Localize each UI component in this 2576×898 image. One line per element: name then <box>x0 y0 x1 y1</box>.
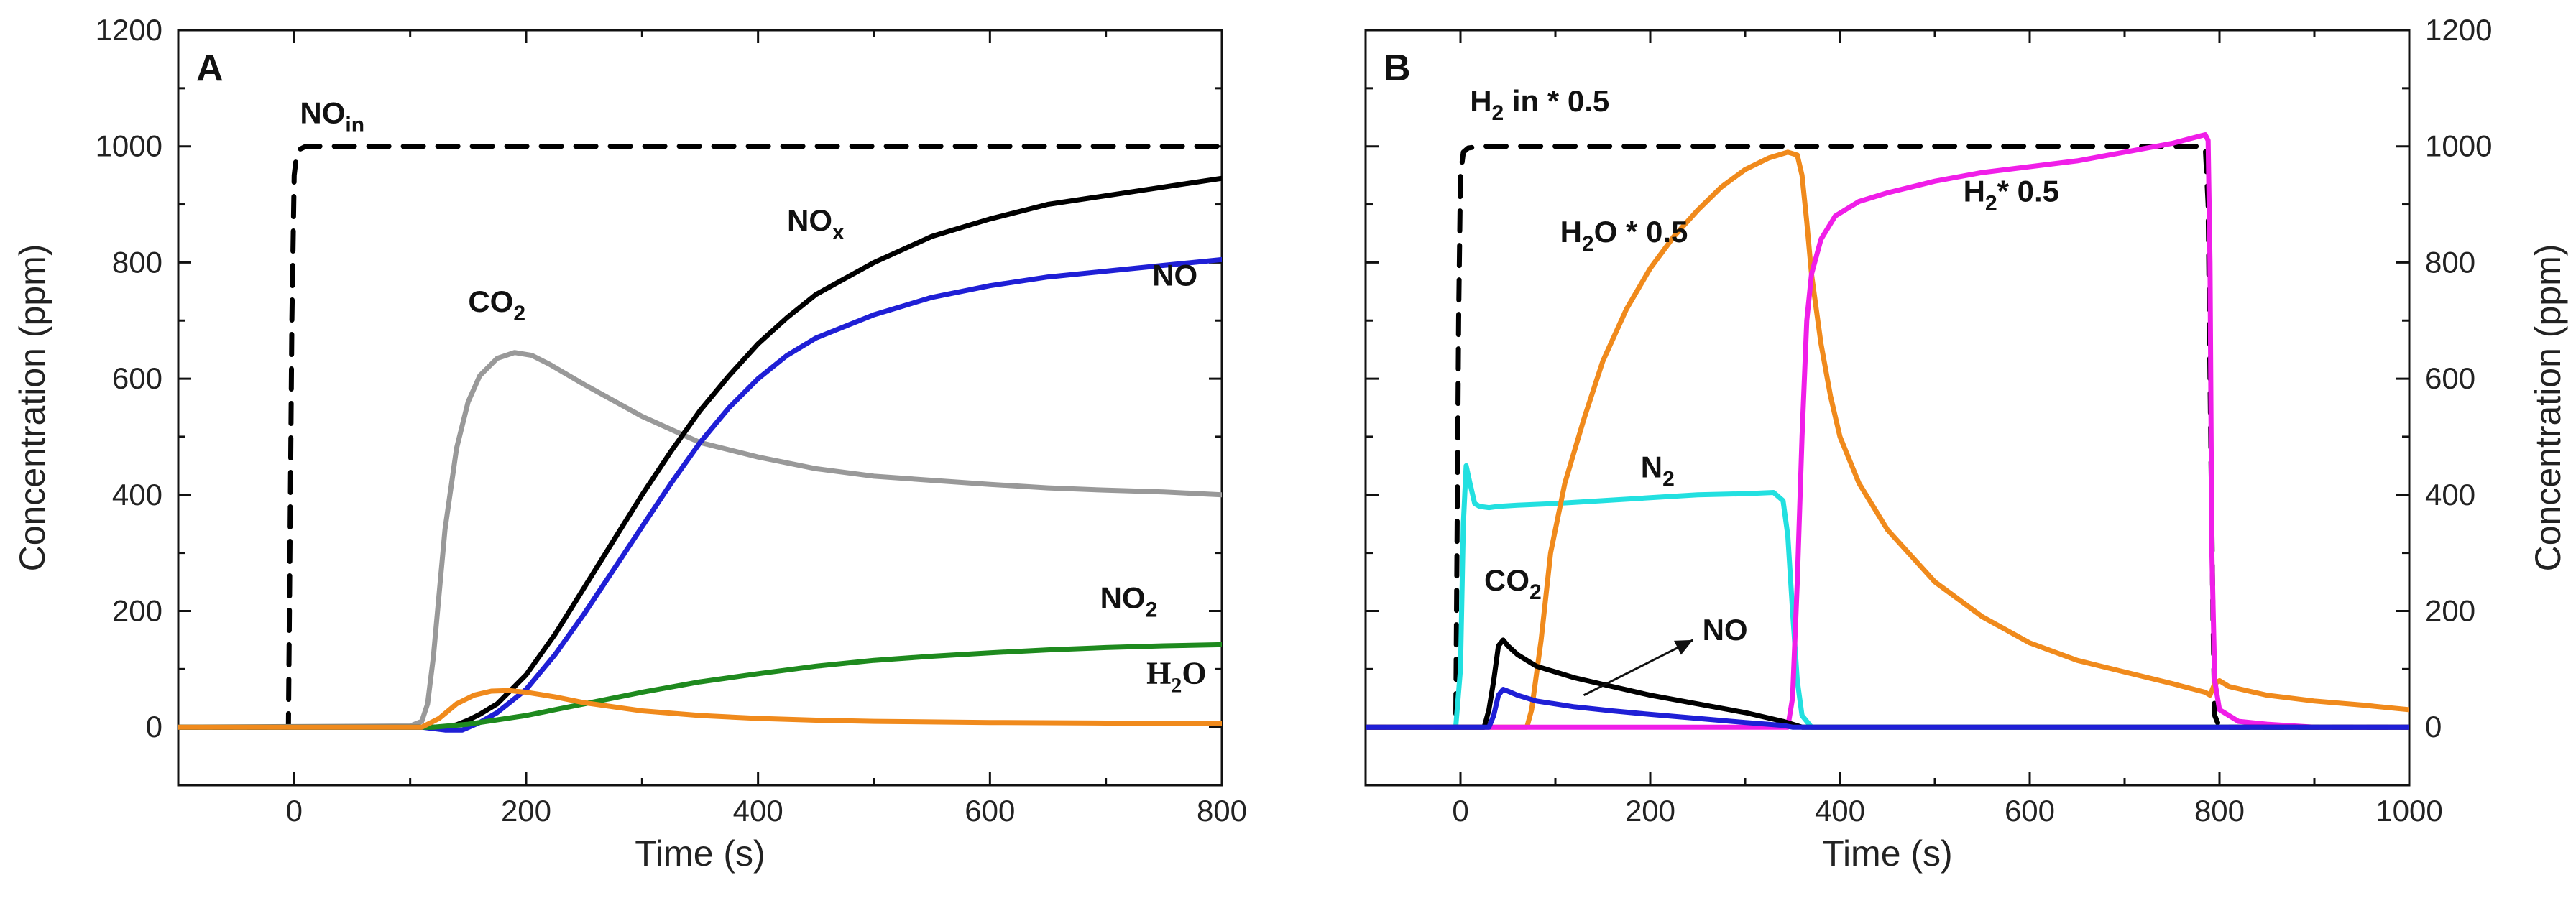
panel-a-ytick-label-200: 200 <box>112 593 162 627</box>
panel-b-xtick-label-400: 400 <box>1815 794 1865 828</box>
panel-b-letter: B <box>1384 47 1411 89</box>
panel-a-series-no-in <box>178 144 1222 730</box>
panel-b-xtick-label-600: 600 <box>2005 794 2055 828</box>
panel-b-annotation-arrowhead <box>1674 639 1693 655</box>
panel-a-xtick-label-800: 800 <box>1197 794 1247 828</box>
panel-a-ytick-label-0: 0 <box>146 710 162 744</box>
panel-a-ytick-label-800: 800 <box>112 245 162 279</box>
panel-a-xtick-label-400: 400 <box>733 794 783 828</box>
panel-a-plot-area <box>178 144 1222 733</box>
panel-a-label-no: NO <box>1152 259 1197 292</box>
panel-a-xtick-label-0: 0 <box>286 794 303 828</box>
panel-b-label-h2-0-5: H2* 0.5 <box>1964 174 2059 215</box>
panel-a-series-no2 <box>178 642 1222 730</box>
panel-a-label-h2o: H2O <box>1146 656 1206 698</box>
panel-b-ytick-label-400: 400 <box>2425 478 2475 512</box>
panel-a-label-co2: CO2 <box>468 284 525 325</box>
panel-b-ytick-label-800: 800 <box>2425 245 2475 279</box>
panel-a-ytick-label-600: 600 <box>112 361 162 395</box>
panel-a-xtick-label-600: 600 <box>965 794 1015 828</box>
panel-b-y-axis-title: Concentration (ppm) <box>2528 244 2568 572</box>
panel-b-series-no <box>1366 687 2409 730</box>
panel-b-ytick-label-1200: 1200 <box>2425 13 2492 47</box>
panel-b-x-axis-title: Time (s) <box>1822 833 1952 874</box>
panel-a-series-h2o <box>178 688 1222 730</box>
panel-b: 0 200 400 600 800 1000 0 200 400 600 800 1000 1200 Ti… <box>1364 13 2568 874</box>
panel-a-ytick-label-1200: 1200 <box>96 13 162 47</box>
panel-a-frame <box>177 29 1223 787</box>
panel-b-ytick-label-200: 200 <box>2425 593 2475 627</box>
panel-b-label-n2: N2 <box>1641 450 1675 491</box>
panel-b-ytick-label-600: 600 <box>2425 361 2475 395</box>
panel-b-label-co2: CO2 <box>1484 563 1542 604</box>
panel-a-label-noin: NOin <box>300 96 364 136</box>
panel-b-annotation-arrow <box>1583 639 1694 697</box>
panel-b-label-h2-in-0-5: H2 in * 0.5 <box>1470 84 1609 125</box>
panel-b-series-n2 <box>1366 463 2409 730</box>
panel-a-letter: A <box>196 47 224 89</box>
panel-b-frame <box>1364 29 2411 787</box>
panel-b-label-h2o-0-5: H2O * 0.5 <box>1560 215 1688 256</box>
panel-b-xtick-label-800: 800 <box>2194 794 2245 828</box>
panel-b-series-co2 <box>1366 637 2409 730</box>
panel-a-label-no2: NO2 <box>1100 580 1158 621</box>
panel-a-x-axis-title: Time (s) <box>635 833 765 874</box>
panel-a-xtick-label-200: 200 <box>501 794 551 828</box>
panel-b-plot-area <box>1366 132 2409 730</box>
panel-b-series-h2-0-5 <box>1366 132 2409 730</box>
panel-a-ytick-label-1000: 1000 <box>96 129 162 163</box>
panel-b-xtick-label-1000: 1000 <box>2375 794 2442 828</box>
panel-b-ytick-label-0: 0 <box>2425 710 2442 744</box>
panel-b-xtick-label-0: 0 <box>1452 794 1468 828</box>
panel-b-series-h2-in-0-5 <box>1366 144 2409 730</box>
panel-a-label-nox: NOx <box>787 203 845 244</box>
panel-b-series-h2o-0-5 <box>1366 149 2409 730</box>
panel-b-label-no: NO <box>1703 613 1748 647</box>
panel-a-y-axis-title: Concentration (ppm) <box>12 244 52 572</box>
panel-a-series-nox <box>178 175 1222 730</box>
panel-b-xtick-label-200: 200 <box>1625 794 1675 828</box>
panel-b-ytick-label-1000: 1000 <box>2425 129 2492 163</box>
panel-a-ytick-label-400: 400 <box>112 478 162 512</box>
panel-a: 0 200 400 600 800 0 200 400 600 800 1000 1200 Time (… <box>12 13 1247 874</box>
panel-a-series-no <box>178 256 1222 733</box>
panel-a-series-co2 <box>178 350 1222 730</box>
